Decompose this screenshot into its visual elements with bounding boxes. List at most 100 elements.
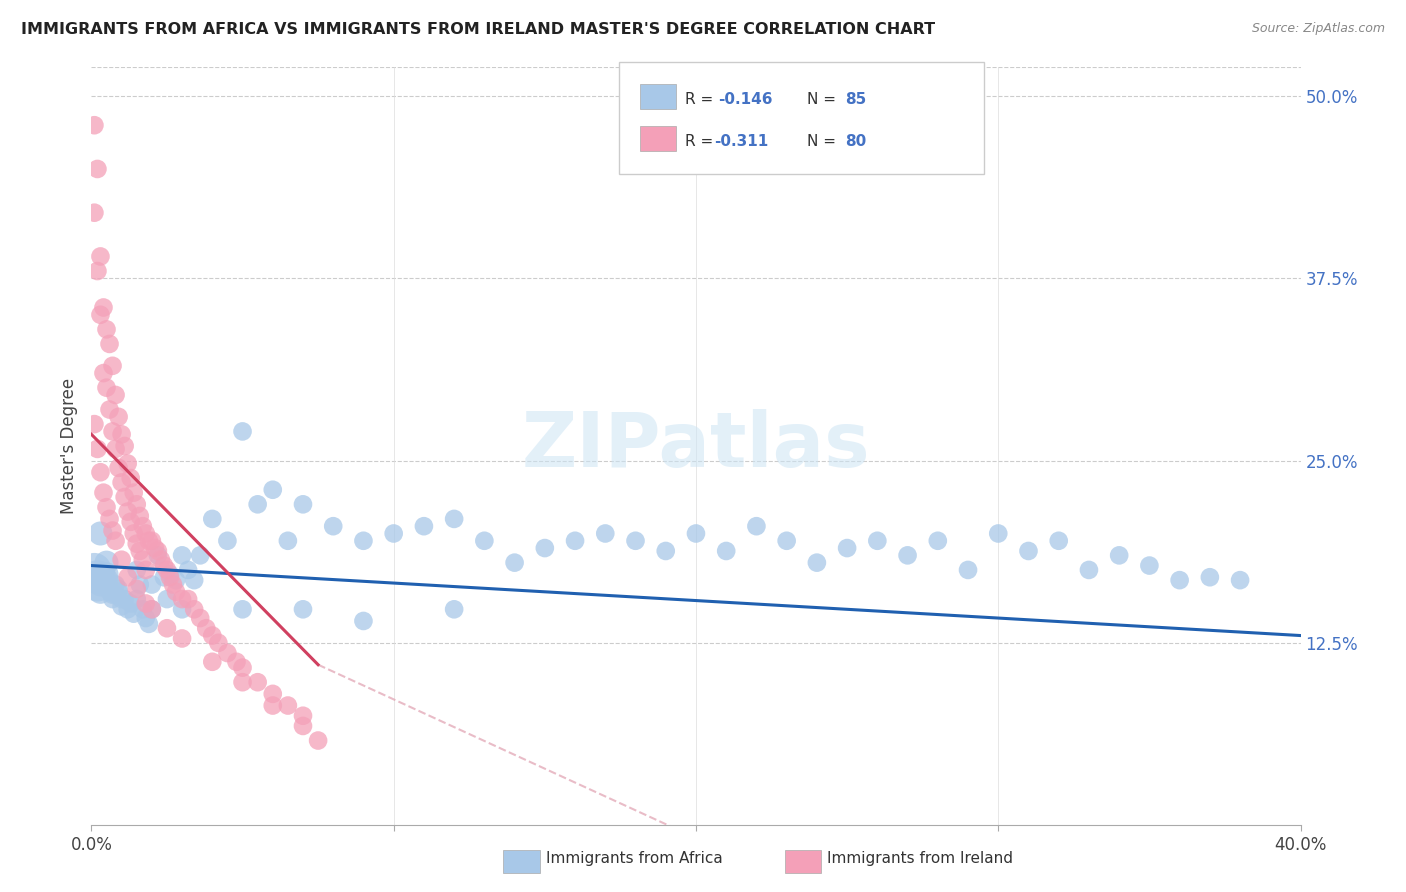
- Point: [1077, 563, 1099, 577]
- Point: [217, 533, 239, 548]
- Point: [714, 544, 737, 558]
- Point: [188, 611, 211, 625]
- Point: [96, 500, 118, 515]
- Point: [93, 567, 115, 582]
- Point: [93, 301, 115, 315]
- Point: [292, 708, 315, 723]
- Point: [183, 602, 205, 616]
- Text: Immigrants from Africa: Immigrants from Africa: [546, 851, 723, 865]
- Point: [125, 563, 148, 577]
- Point: [156, 621, 179, 635]
- Point: [624, 533, 647, 548]
- Point: [146, 544, 169, 558]
- Text: -0.146: -0.146: [718, 92, 773, 107]
- Point: [897, 549, 920, 563]
- Point: [1047, 533, 1070, 548]
- Point: [86, 570, 108, 584]
- Point: [111, 427, 132, 442]
- Point: [93, 573, 115, 587]
- Point: [246, 675, 269, 690]
- Point: [225, 655, 247, 669]
- Point: [83, 417, 105, 431]
- Point: [352, 533, 374, 548]
- Point: [128, 544, 150, 558]
- Point: [89, 465, 111, 479]
- Point: [159, 567, 181, 582]
- Point: [135, 597, 157, 611]
- Point: [128, 508, 150, 523]
- Point: [1198, 570, 1220, 584]
- Point: [98, 584, 121, 599]
- Point: [122, 526, 145, 541]
- Point: [745, 519, 768, 533]
- Text: 80: 80: [845, 134, 866, 149]
- Point: [101, 592, 124, 607]
- Point: [89, 526, 111, 541]
- Point: [188, 549, 211, 563]
- Y-axis label: Master's Degree: Master's Degree: [59, 378, 77, 514]
- Point: [277, 533, 299, 548]
- Point: [141, 577, 163, 591]
- Point: [107, 584, 129, 599]
- Point: [89, 308, 111, 322]
- Point: [231, 602, 253, 616]
- Point: [89, 250, 111, 264]
- Point: [262, 687, 284, 701]
- Point: [177, 563, 200, 577]
- Point: [165, 573, 187, 587]
- Text: N =: N =: [807, 134, 841, 149]
- Point: [201, 655, 224, 669]
- Point: [101, 588, 124, 602]
- Text: ZIPatlas: ZIPatlas: [522, 409, 870, 483]
- Point: [172, 602, 194, 616]
- Point: [533, 541, 555, 555]
- Point: [83, 563, 105, 577]
- Point: [120, 515, 142, 529]
- Point: [246, 497, 269, 511]
- Text: 85: 85: [845, 92, 866, 107]
- Point: [277, 698, 299, 713]
- Point: [98, 402, 121, 417]
- Point: [1229, 573, 1251, 587]
- Point: [156, 592, 179, 607]
- Point: [292, 497, 315, 511]
- Point: [104, 533, 127, 548]
- Point: [231, 660, 253, 674]
- Point: [89, 584, 111, 599]
- Point: [162, 577, 184, 591]
- Point: [143, 541, 166, 555]
- Point: [132, 602, 155, 616]
- Point: [107, 582, 129, 596]
- Point: [125, 537, 148, 551]
- Point: [135, 611, 157, 625]
- Point: [104, 588, 127, 602]
- Point: [503, 556, 526, 570]
- Point: [835, 541, 858, 555]
- Text: IMMIGRANTS FROM AFRICA VS IMMIGRANTS FROM IRELAND MASTER'S DEGREE CORRELATION CH: IMMIGRANTS FROM AFRICA VS IMMIGRANTS FRO…: [21, 22, 935, 37]
- Point: [135, 526, 157, 541]
- Point: [125, 497, 148, 511]
- Point: [141, 533, 163, 548]
- Point: [86, 161, 108, 176]
- Point: [138, 616, 160, 631]
- Point: [138, 533, 160, 548]
- Point: [83, 205, 105, 219]
- Point: [262, 483, 284, 497]
- Point: [128, 577, 150, 591]
- Point: [217, 646, 239, 660]
- Point: [1018, 544, 1040, 558]
- Point: [165, 584, 187, 599]
- Point: [111, 552, 132, 567]
- Point: [159, 570, 181, 584]
- Point: [120, 597, 142, 611]
- Point: [96, 322, 118, 336]
- Point: [201, 628, 224, 642]
- Point: [472, 533, 495, 548]
- Point: [120, 471, 142, 485]
- Point: [117, 570, 139, 584]
- Point: [117, 602, 139, 616]
- Point: [96, 567, 118, 582]
- Point: [96, 556, 118, 570]
- Point: [89, 577, 111, 591]
- Point: [307, 733, 329, 747]
